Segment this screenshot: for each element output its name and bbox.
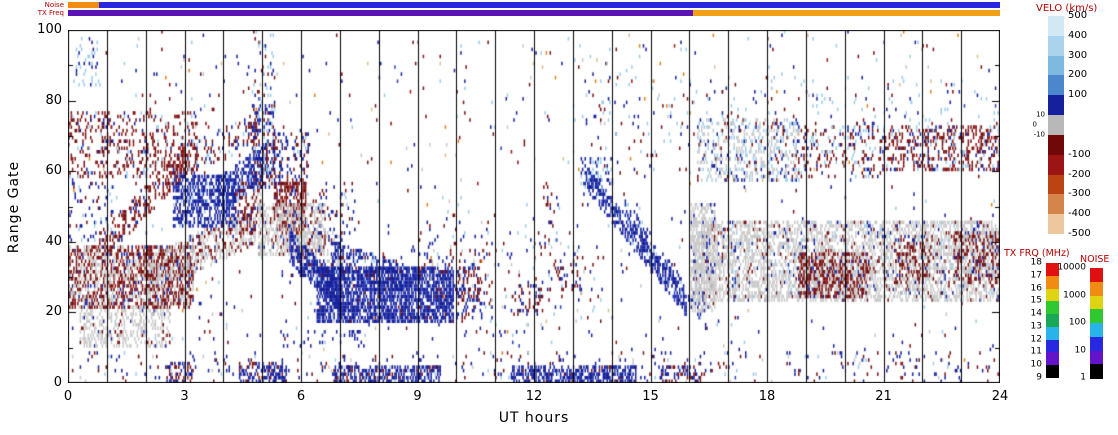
velocity-colorbar-title: VELO (km/s) <box>1036 3 1098 14</box>
colorbar-label: -500 <box>1068 228 1091 239</box>
colorbar-segment <box>1090 364 1103 379</box>
colorbar-label: 400 <box>1068 29 1088 41</box>
colorbar-label: 10000 <box>1057 262 1086 273</box>
colorbar-segment <box>1046 326 1059 341</box>
colorbar-label: 16 <box>1030 283 1042 294</box>
strip-segment <box>68 2 100 8</box>
colorbar-segment <box>1046 275 1059 290</box>
colorbar-segment <box>1090 268 1103 283</box>
noise-level-strip <box>68 2 1000 8</box>
colorbar-label: -300 <box>1068 188 1091 200</box>
colorbar-label: 10 <box>1074 345 1086 355</box>
colorbar-segment <box>1048 214 1064 235</box>
colorbar-label: 500 <box>1068 10 1088 21</box>
colorbar-segment <box>1048 174 1064 195</box>
colorbar-segment <box>1090 309 1103 324</box>
noise-colorbar: 10000 1000 100 10 1 <box>1057 263 1103 382</box>
colorbar-label: 10 <box>1030 359 1042 370</box>
x-tick-label: 18 <box>758 389 776 404</box>
y-tick-label: 40 <box>45 233 62 249</box>
colorbar-label: -400 <box>1068 208 1091 220</box>
colorbar-label: 1000 <box>1063 290 1086 300</box>
colorbar-segment <box>1046 339 1059 353</box>
colorbar-segment <box>1046 301 1059 315</box>
x-tick-label: 0 <box>63 389 73 404</box>
colorbar-segment <box>1048 55 1064 76</box>
colorbar-label: 200 <box>1068 69 1088 81</box>
noise-strip-label: Noise <box>44 1 64 9</box>
colorbar-segment <box>1046 288 1059 302</box>
colorbar-label: -100 <box>1068 148 1091 160</box>
colorbar-label: 1 <box>1080 372 1086 383</box>
y-tick-label: 80 <box>45 92 62 108</box>
colorbar-label: 14 <box>1030 308 1042 319</box>
x-tick-label: 24 <box>991 389 1009 404</box>
colorbar-label: 100 <box>1068 89 1088 101</box>
velocity-colorbar: 500 400 300 200 100 -100 -200 -300 -400 -500 10 -10… <box>1033 11 1091 239</box>
colorbar-segment <box>1048 95 1064 116</box>
strip-segment <box>99 2 1000 8</box>
colorbar-segment <box>1048 75 1064 96</box>
colorbar-label: 300 <box>1068 49 1088 61</box>
colorbar-segment <box>1046 352 1059 366</box>
colorbar-label: -200 <box>1068 168 1091 180</box>
y-tick-label: 100 <box>37 22 62 37</box>
colorbar-label: 17 <box>1030 270 1042 281</box>
colorbar-label: 10 <box>1036 110 1045 119</box>
colorbar-segment <box>1090 336 1103 351</box>
colorbar-label: 0 <box>1032 120 1037 129</box>
colorbar-segment <box>1048 115 1064 136</box>
colorbar-segment <box>1046 314 1059 328</box>
colorbar-label: 12 <box>1030 334 1042 345</box>
txfreq-colorbar-title: TX FRQ (MHz) <box>1004 248 1070 259</box>
x-tick-label: 15 <box>642 389 659 404</box>
colorbar-segment <box>1048 154 1064 176</box>
colorbar-label: -10 <box>1033 130 1045 139</box>
colorbar-label: 18 <box>1030 257 1042 268</box>
strip-segment <box>693 10 1000 16</box>
txfreq-colorbar: 18 17 16 15 14 13 12 11 10 9 <box>1031 258 1059 382</box>
colorbar-segment <box>1090 281 1103 296</box>
colorbar-segment <box>1090 350 1103 365</box>
colorbar-label: 9 <box>1036 372 1042 383</box>
colorbar-segment <box>1046 365 1059 379</box>
colorbar-label: 15 <box>1030 295 1042 306</box>
rti-plot-canvas <box>68 30 1000 383</box>
x-tick-label: 6 <box>296 389 306 404</box>
colorbar-segment <box>1048 194 1064 215</box>
colorbar-segment <box>1048 134 1064 156</box>
x-axis-title: UT hours <box>498 410 570 426</box>
tx-freq-strip <box>68 10 1000 16</box>
txfreq-strip-label: TX Freq <box>37 9 64 17</box>
noise-colorbar-title: NOISE <box>1080 254 1110 265</box>
x-tick-label: 3 <box>180 389 189 404</box>
colorbar-label: 13 <box>1030 321 1042 332</box>
x-tick-label: 9 <box>413 389 422 404</box>
colorbar-segment <box>1090 295 1103 310</box>
y-tick-label: 60 <box>45 163 62 179</box>
colorbar-segment <box>1048 35 1064 57</box>
x-tick-label: 12 <box>525 389 543 404</box>
colorbar-label: 11 <box>1030 346 1042 357</box>
y-tick-label: 20 <box>45 304 62 320</box>
colorbar-segment <box>1090 323 1103 338</box>
strip-segment <box>68 10 694 16</box>
y-tick-label: 0 <box>53 375 62 390</box>
colorbar-segment <box>1046 263 1059 277</box>
colorbar-label: 100 <box>1068 317 1086 328</box>
x-tick-label: 21 <box>875 389 892 404</box>
colorbar-segment <box>1048 16 1064 37</box>
